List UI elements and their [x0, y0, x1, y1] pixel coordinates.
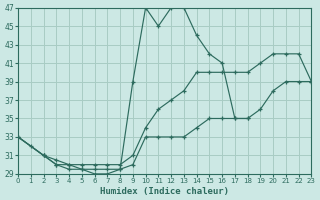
X-axis label: Humidex (Indice chaleur): Humidex (Indice chaleur)	[100, 187, 229, 196]
